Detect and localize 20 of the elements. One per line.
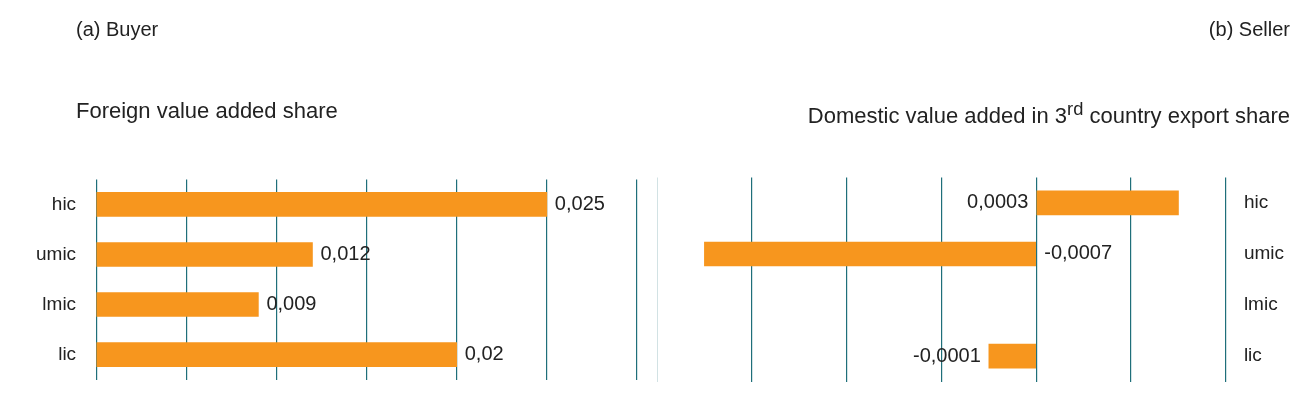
- data-label: -0,0007: [1044, 241, 1113, 264]
- data-label: 0,02: [464, 342, 504, 365]
- y-tick-label: umic: [1243, 242, 1285, 264]
- y-tick-label: lic: [1243, 344, 1262, 366]
- y-tick-label: umic: [35, 242, 77, 264]
- bar: [96, 292, 259, 317]
- bar: [96, 342, 458, 367]
- data-label: 0,0003: [967, 190, 1029, 213]
- chart-title: (a) Buyer: [75, 17, 160, 42]
- y-tick-label: hic: [51, 192, 77, 214]
- bar: [96, 242, 313, 267]
- y-tick-label: lmic: [42, 292, 77, 314]
- chart-subtitle: Domestic value added in 3$^{rd}$ country export share: [806, 97, 1291, 131]
- y-tick-label: hic: [1243, 191, 1269, 213]
- chart-subtitle: Foreign value added share: [75, 97, 339, 125]
- chart-title: (b) Seller: [1207, 17, 1291, 42]
- bar: [96, 192, 548, 217]
- y-tick-label: lic: [58, 342, 77, 364]
- y-tick-label: lmic: [1243, 293, 1278, 315]
- data-label: 0,025: [554, 191, 605, 214]
